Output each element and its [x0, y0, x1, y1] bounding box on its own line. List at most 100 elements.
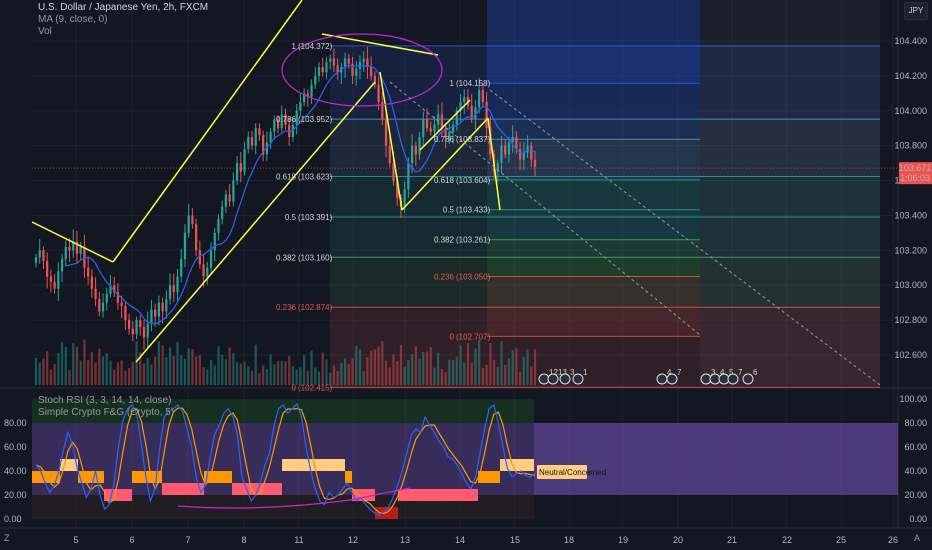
- volume-bar: [388, 367, 391, 385]
- candle-body: [425, 119, 429, 129]
- stoch-legend[interactable]: Stoch RSI (3, 3, 14, 14, close): [38, 395, 172, 406]
- candle-body: [429, 128, 432, 132]
- candle-body: [250, 136, 254, 146]
- fib-label-value: (102.415): [298, 383, 333, 392]
- candle-body: [157, 302, 161, 317]
- volume-bar: [317, 371, 321, 385]
- fib-label-value: (103.604): [456, 176, 491, 185]
- candles[interactable]: [34, 46, 537, 350]
- volume-bar: [347, 363, 350, 385]
- candle-body: [269, 131, 272, 143]
- volume-bar: [459, 345, 462, 385]
- top-circle-annotation: [281, 33, 443, 107]
- osc-y-tick-label: 40.00: [904, 466, 927, 476]
- event-count: 5: [729, 368, 734, 377]
- fib-label-value: (103.952): [298, 115, 333, 124]
- volume-bar: [437, 352, 440, 385]
- candle-body: [306, 93, 309, 97]
- candle-body: [470, 105, 473, 120]
- volume-bar: [295, 369, 298, 385]
- volume-bar: [195, 356, 198, 385]
- fib-zone-2: [487, 209, 700, 240]
- corner-right-label[interactable]: A: [914, 533, 921, 543]
- volume-bar: [444, 372, 447, 385]
- candle-body: [213, 232, 216, 251]
- vol-legend[interactable]: Vol: [38, 26, 52, 37]
- fib-zone-2: [487, 239, 700, 277]
- candle-body: [433, 124, 436, 132]
- x-tick-label: 20: [673, 535, 683, 545]
- x-tick-label: 22: [782, 535, 792, 545]
- candle-body: [38, 250, 41, 258]
- volume-bars: [34, 339, 537, 385]
- fib-zone-2: [487, 139, 700, 180]
- candle-body: [87, 267, 90, 277]
- fib-label-level: 0.786: [434, 135, 455, 144]
- volume-bar: [258, 373, 261, 385]
- candle-body: [42, 250, 45, 261]
- candle-body: [105, 293, 108, 303]
- volume-bar: [325, 359, 328, 385]
- fg-legend[interactable]: Simple Crypto F&G (Crypto, 5): [38, 407, 175, 418]
- volume-bar: [60, 342, 64, 385]
- event-markers[interactable]: 12 13 3 1 4 7 3 4 5 7 6: [538, 368, 758, 385]
- volume-bar: [470, 362, 473, 385]
- candle-body: [366, 58, 369, 68]
- event-count: 12: [549, 368, 558, 377]
- fib-zone-2: [487, 276, 700, 337]
- candle-body: [396, 180, 399, 198]
- fib-label-level: 0.236: [276, 303, 297, 312]
- candle-body: [518, 149, 522, 160]
- fg-step: [478, 471, 500, 483]
- volume-bar: [533, 349, 537, 385]
- candle-body: [504, 145, 507, 155]
- volume-bar: [422, 351, 425, 385]
- currency-badge[interactable]: JPY: [904, 2, 928, 20]
- last-price-box: [899, 162, 932, 185]
- trend-drawings[interactable]: [31, 0, 881, 386]
- candle-body: [235, 163, 239, 181]
- candle-body: [273, 119, 276, 132]
- corner-left-label[interactable]: Z: [4, 533, 10, 543]
- volume-bar: [433, 367, 436, 385]
- volume-bar: [329, 372, 332, 385]
- candle-body: [120, 302, 123, 307]
- volume-bar: [46, 351, 49, 385]
- ma-legend[interactable]: MA (9, close, 0): [38, 14, 108, 25]
- fib-label-value: (104.158): [456, 79, 491, 88]
- candle-body: [444, 128, 447, 137]
- volume-bar: [180, 355, 183, 385]
- fg-step: [232, 483, 282, 495]
- osc-left-tick-label: 0.00: [4, 514, 22, 524]
- candle-body: [310, 84, 313, 97]
- volume-bar: [75, 346, 79, 385]
- candle-body: [180, 259, 183, 277]
- volume-bar: [221, 354, 224, 385]
- candle-body: [206, 267, 209, 277]
- oscillator-annotation-curve: [177, 487, 411, 509]
- event-count: 3: [711, 368, 716, 377]
- candle-body: [422, 119, 425, 137]
- y-tick-label: 103.200: [894, 245, 927, 255]
- candle-body: [437, 114, 440, 125]
- candle-body: [109, 285, 112, 294]
- candle-body: [247, 136, 250, 150]
- volume-bar: [518, 371, 522, 385]
- event-count: 4: [720, 368, 725, 377]
- candle-body: [478, 89, 481, 108]
- y-tick-label: 104.200: [894, 71, 927, 81]
- candle-body: [187, 215, 190, 233]
- candle-body: [507, 142, 511, 155]
- volume-bar: [381, 341, 384, 385]
- symbol-title[interactable]: U.S. Dollar / Japanese Yen, 2h, FXCM: [38, 2, 209, 13]
- candle-body: [172, 285, 175, 293]
- fib-label-value: (102.707): [456, 332, 491, 341]
- candle-body: [142, 327, 146, 338]
- fib-zone-1: [330, 307, 880, 388]
- candle-body: [474, 107, 477, 120]
- candle-body: [165, 299, 168, 312]
- candle-body: [373, 75, 376, 85]
- candle-body: [116, 292, 120, 303]
